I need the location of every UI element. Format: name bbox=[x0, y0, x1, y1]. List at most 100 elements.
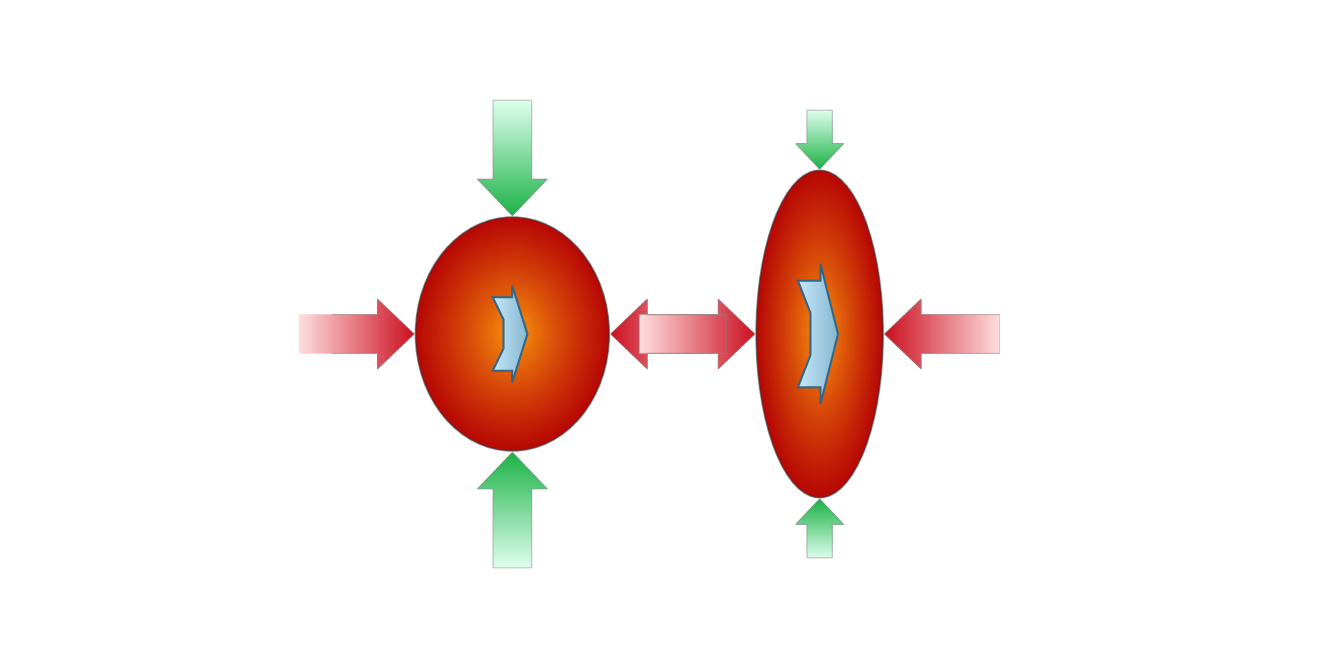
Bar bbox=[477, 187, 547, 188]
Bar bbox=[795, 154, 843, 155]
Ellipse shape bbox=[773, 213, 867, 454]
Bar bbox=[477, 139, 547, 141]
Bar bbox=[477, 468, 547, 470]
Ellipse shape bbox=[795, 268, 846, 399]
Bar bbox=[950, 299, 951, 369]
Bar bbox=[477, 456, 547, 458]
Bar bbox=[727, 299, 729, 369]
Bar bbox=[795, 133, 843, 134]
Ellipse shape bbox=[778, 225, 862, 442]
Bar bbox=[911, 299, 912, 369]
Bar bbox=[337, 299, 340, 369]
Bar bbox=[721, 299, 722, 369]
Bar bbox=[795, 534, 843, 535]
Ellipse shape bbox=[789, 251, 852, 415]
Bar bbox=[477, 156, 547, 158]
Bar bbox=[689, 299, 690, 369]
Ellipse shape bbox=[425, 228, 599, 439]
Ellipse shape bbox=[464, 273, 563, 393]
Ellipse shape bbox=[477, 289, 550, 377]
Bar bbox=[345, 299, 346, 369]
Bar bbox=[795, 135, 843, 136]
Ellipse shape bbox=[767, 198, 872, 469]
Bar bbox=[382, 299, 384, 369]
Bar bbox=[477, 186, 547, 187]
Bar bbox=[641, 299, 642, 369]
Bar bbox=[795, 118, 843, 119]
Ellipse shape bbox=[490, 304, 538, 362]
Bar bbox=[912, 299, 914, 369]
Bar bbox=[333, 299, 334, 369]
Bar bbox=[750, 299, 753, 369]
Bar bbox=[397, 299, 398, 369]
Ellipse shape bbox=[484, 297, 543, 369]
Ellipse shape bbox=[786, 243, 855, 424]
Bar bbox=[336, 299, 337, 369]
Bar bbox=[477, 484, 547, 486]
Bar bbox=[795, 531, 843, 532]
Bar bbox=[477, 513, 547, 514]
Ellipse shape bbox=[430, 234, 595, 433]
Bar bbox=[669, 299, 670, 369]
Bar bbox=[477, 210, 547, 212]
Bar bbox=[681, 299, 682, 369]
Bar bbox=[611, 299, 614, 369]
Bar bbox=[344, 299, 345, 369]
Bar bbox=[746, 299, 747, 369]
Bar bbox=[886, 299, 887, 369]
Ellipse shape bbox=[417, 218, 607, 450]
Bar bbox=[795, 524, 843, 525]
Bar bbox=[477, 203, 547, 204]
Bar bbox=[747, 299, 749, 369]
Bar bbox=[477, 506, 547, 507]
Bar bbox=[988, 299, 990, 369]
Bar bbox=[477, 553, 547, 555]
Bar bbox=[795, 167, 843, 168]
Bar bbox=[795, 523, 843, 524]
Bar bbox=[679, 299, 681, 369]
Bar bbox=[902, 299, 903, 369]
Bar bbox=[477, 180, 547, 181]
Ellipse shape bbox=[444, 250, 582, 417]
Bar bbox=[477, 458, 547, 460]
Bar bbox=[795, 162, 843, 163]
Bar bbox=[946, 299, 947, 369]
Bar bbox=[931, 299, 932, 369]
Bar bbox=[477, 491, 547, 493]
Ellipse shape bbox=[509, 327, 519, 339]
Ellipse shape bbox=[805, 290, 838, 376]
Bar bbox=[667, 299, 669, 369]
Bar bbox=[705, 299, 706, 369]
Bar bbox=[896, 299, 898, 369]
Bar bbox=[904, 299, 906, 369]
Ellipse shape bbox=[801, 282, 840, 384]
Bar bbox=[722, 299, 723, 369]
Bar bbox=[477, 150, 547, 151]
Bar bbox=[477, 556, 547, 558]
Ellipse shape bbox=[763, 188, 876, 479]
Bar bbox=[477, 470, 547, 471]
Bar bbox=[982, 299, 983, 369]
Bar bbox=[795, 117, 843, 118]
Bar bbox=[671, 299, 673, 369]
Bar bbox=[677, 299, 678, 369]
Bar bbox=[711, 299, 713, 369]
Bar bbox=[477, 190, 547, 191]
Ellipse shape bbox=[437, 242, 589, 426]
Bar bbox=[795, 548, 843, 549]
Bar bbox=[978, 299, 980, 369]
Bar bbox=[622, 299, 623, 369]
Ellipse shape bbox=[494, 310, 533, 357]
Bar bbox=[477, 120, 547, 122]
Bar bbox=[349, 299, 350, 369]
Bar bbox=[662, 299, 665, 369]
Bar bbox=[903, 299, 904, 369]
Ellipse shape bbox=[773, 211, 867, 456]
Bar bbox=[477, 128, 547, 129]
Bar bbox=[381, 299, 382, 369]
Bar bbox=[477, 106, 547, 108]
Bar bbox=[324, 299, 325, 369]
Bar bbox=[477, 471, 547, 472]
Bar bbox=[477, 148, 547, 150]
Bar bbox=[795, 168, 843, 169]
